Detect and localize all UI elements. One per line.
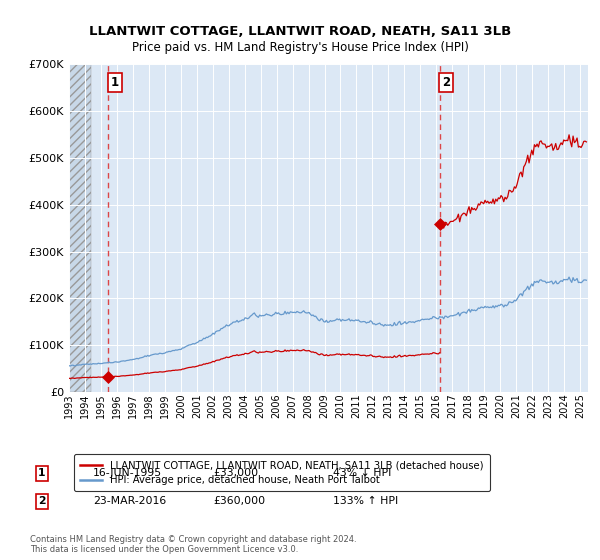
Text: 43% ↓ HPI: 43% ↓ HPI	[333, 468, 391, 478]
Text: LLANTWIT COTTAGE, LLANTWIT ROAD, NEATH, SA11 3LB: LLANTWIT COTTAGE, LLANTWIT ROAD, NEATH, …	[89, 25, 511, 38]
Text: 133% ↑ HPI: 133% ↑ HPI	[333, 496, 398, 506]
Text: 1: 1	[110, 76, 119, 89]
Text: 2: 2	[442, 76, 451, 89]
Text: £33,000: £33,000	[213, 468, 258, 478]
Text: £360,000: £360,000	[213, 496, 265, 506]
Text: 16-JUN-1995: 16-JUN-1995	[93, 468, 162, 478]
Bar	[69, 64, 91, 392]
Text: 2: 2	[38, 496, 46, 506]
Text: Price paid vs. HM Land Registry's House Price Index (HPI): Price paid vs. HM Land Registry's House …	[131, 41, 469, 54]
Legend: LLANTWIT COTTAGE, LLANTWIT ROAD, NEATH, SA11 3LB (detached house), HPI: Average : LLANTWIT COTTAGE, LLANTWIT ROAD, NEATH, …	[74, 454, 490, 491]
Text: Contains HM Land Registry data © Crown copyright and database right 2024.
This d: Contains HM Land Registry data © Crown c…	[30, 535, 356, 554]
Text: 1: 1	[38, 468, 46, 478]
Text: 23-MAR-2016: 23-MAR-2016	[93, 496, 166, 506]
